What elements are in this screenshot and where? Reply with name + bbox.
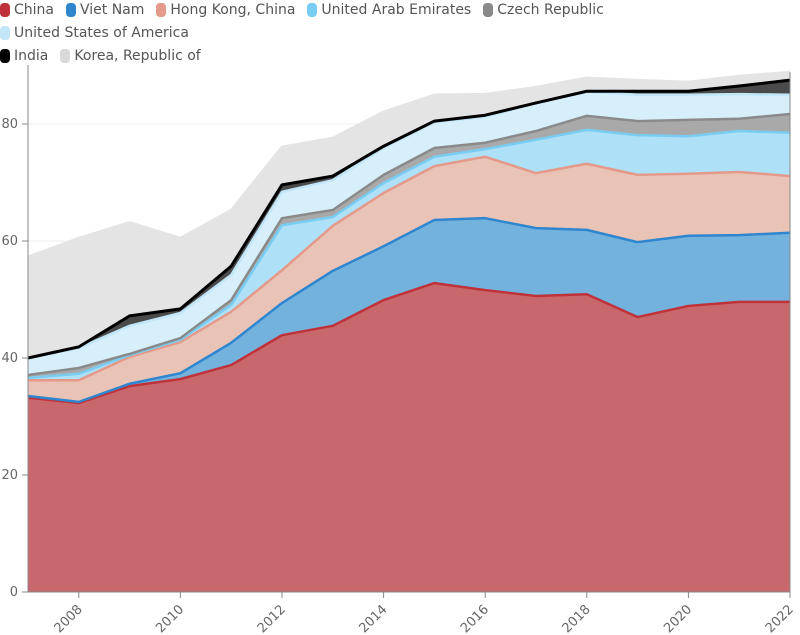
legend-label: Czech Republic	[497, 2, 604, 18]
y-tick-label: 40	[1, 351, 18, 366]
legend-label: China	[14, 2, 54, 18]
line-viet-nam	[27, 216, 791, 404]
x-tick-label: 2016	[458, 602, 492, 635]
x-tick-label: 2018	[560, 602, 594, 635]
x-tick-label: 2010	[153, 602, 187, 635]
y-tick-label: 0	[10, 585, 18, 600]
area-korea-republic-of	[28, 71, 790, 358]
legend-label: Korea, Republic of	[74, 48, 201, 64]
legend-item[interactable]: India	[0, 46, 48, 66]
line-china	[27, 281, 790, 405]
legend-item[interactable]: United Arab Emirates	[307, 0, 471, 20]
legend-item[interactable]: Viet Nam	[66, 0, 144, 20]
legend-swatch	[0, 49, 10, 63]
legend-swatch	[307, 3, 318, 17]
x-tick-label: 2022	[763, 602, 797, 635]
area-united-states-of-america	[28, 91, 790, 375]
y-tick-label: 80	[1, 117, 18, 132]
area-czech-republic	[28, 114, 790, 378]
area-viet-nam	[28, 218, 790, 404]
legend-label: United States of America	[14, 25, 189, 41]
x-tick-label: 2012	[255, 602, 289, 635]
line-hong-kong-china	[28, 155, 791, 382]
legend-swatch	[0, 26, 10, 40]
legend-label: Viet Nam	[80, 2, 145, 18]
area-united-arab-emirates	[28, 129, 790, 381]
legend: China Viet Nam Hong Kong, China United Arab…	[0, 0, 800, 69]
x-tick-label: 2020	[661, 602, 695, 635]
area-series	[27, 70, 791, 592]
legend-label: United Arab Emirates	[321, 2, 472, 18]
legend-swatch	[66, 3, 76, 17]
legend-label: Hong Kong, China	[170, 2, 296, 18]
legend-swatch	[60, 49, 71, 63]
x-tick-label: 2008	[52, 602, 86, 635]
legend-swatch	[156, 3, 167, 17]
line-india	[27, 78, 791, 360]
line-united-arab-emirates	[27, 128, 791, 380]
y-tick-label: 60	[1, 234, 18, 249]
axes: 0 20 40 60 80 2008 2010 2012 2014 2016 2018 2020 202…	[1, 65, 797, 635]
line-czech-republic	[27, 112, 791, 377]
area-china	[28, 283, 790, 592]
legend-item[interactable]: Czech Republic	[483, 0, 604, 20]
legend-label: India	[14, 48, 49, 64]
legend-swatch	[0, 3, 10, 17]
legend-item[interactable]: China	[0, 0, 54, 20]
legend-item[interactable]: Hong Kong, China	[156, 0, 295, 20]
x-tick-label: 2014	[356, 602, 390, 635]
legend-item[interactable]: Korea, Republic of	[60, 46, 201, 66]
y-tick-label: 20	[1, 468, 18, 483]
legend-swatch	[483, 3, 494, 17]
area-hong-kong-china	[28, 156, 790, 402]
line-korea-republic-of	[27, 70, 791, 258]
legend-item[interactable]: United States of America	[0, 23, 189, 43]
